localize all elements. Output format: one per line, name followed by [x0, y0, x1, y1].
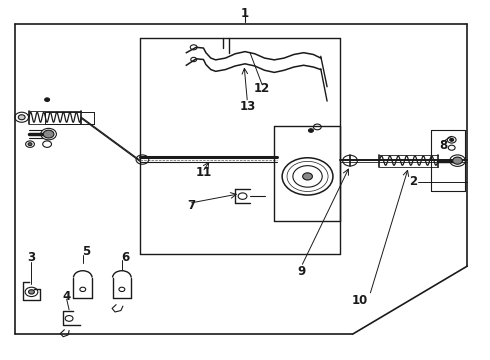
Text: 2: 2 [410, 175, 417, 188]
Circle shape [28, 143, 32, 145]
Text: 7: 7 [187, 199, 196, 212]
Circle shape [450, 138, 454, 141]
Text: 5: 5 [82, 245, 90, 258]
Circle shape [18, 115, 25, 120]
Text: 9: 9 [297, 265, 305, 278]
Text: 12: 12 [254, 82, 270, 95]
Text: 1: 1 [241, 7, 249, 20]
Circle shape [45, 98, 49, 102]
Text: 11: 11 [196, 166, 212, 179]
Text: 13: 13 [239, 100, 256, 113]
Text: 6: 6 [121, 251, 129, 264]
Text: 4: 4 [63, 290, 71, 303]
Circle shape [453, 157, 463, 164]
Text: 8: 8 [439, 139, 447, 152]
Circle shape [303, 173, 313, 180]
Circle shape [28, 290, 34, 294]
Circle shape [43, 130, 54, 138]
Text: 10: 10 [352, 294, 368, 307]
Circle shape [309, 129, 314, 132]
Text: 3: 3 [27, 251, 35, 264]
